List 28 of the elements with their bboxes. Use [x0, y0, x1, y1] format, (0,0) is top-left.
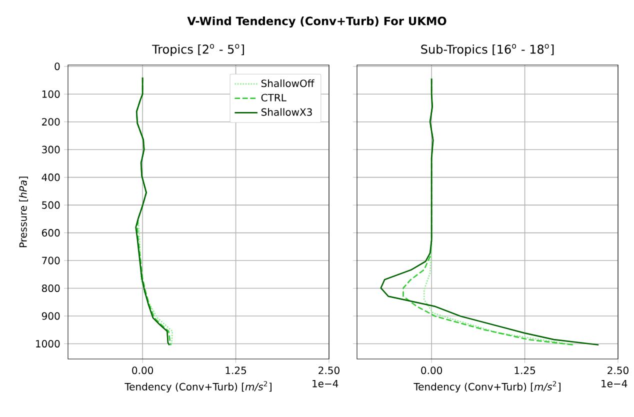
text: 1e−4	[312, 380, 338, 388]
x-axis-title: Tendency (Conv+Turb) [m/s$^{2}$]	[414, 381, 560, 392]
x-axis-title: Tendency (Conv+Turb) [m/s$^{2}$]	[124, 381, 272, 392]
y-tick-label: 400	[42, 174, 60, 182]
legend-label: ShallowX3	[261, 108, 312, 116]
y-tick-label: 300	[42, 146, 60, 154]
y-axis-title: Pressure [hPa]	[19, 176, 28, 248]
y-tick-label: 0	[54, 62, 60, 70]
y-tick-label: 1000	[36, 340, 60, 348]
x-tick-label: 1.25	[514, 366, 536, 374]
y-tick-label: 200	[42, 118, 60, 126]
legend-label: ShallowOff	[261, 79, 314, 88]
x-tick-label: 0.00	[132, 366, 154, 374]
y-tick-label: 500	[42, 201, 60, 209]
chart-title: Tropics [2$^{o}$ - 5$^{o}$]	[152, 44, 244, 56]
y-tick-label: 700	[42, 256, 60, 264]
y-tick-label: 900	[42, 312, 60, 320]
y-tick-label: 600	[42, 229, 60, 237]
x-tick-label: 2.50	[608, 366, 628, 374]
text: V-Wind Tendency (Conv+Turb) For UKMO	[187, 16, 446, 28]
y-tick-label: 800	[42, 284, 60, 292]
y-tick-label: 100	[42, 90, 60, 98]
legend-label: CTRL	[261, 94, 286, 102]
x-tick-label: 0.00	[421, 366, 442, 374]
chart-title: Sub-Tropics [16$^{o}$ - 18$^{o}$]	[421, 44, 554, 56]
x-tick-label: 2.50	[318, 366, 340, 374]
text: 1e−4	[602, 380, 628, 388]
x-tick-label: 1.25	[226, 366, 246, 374]
